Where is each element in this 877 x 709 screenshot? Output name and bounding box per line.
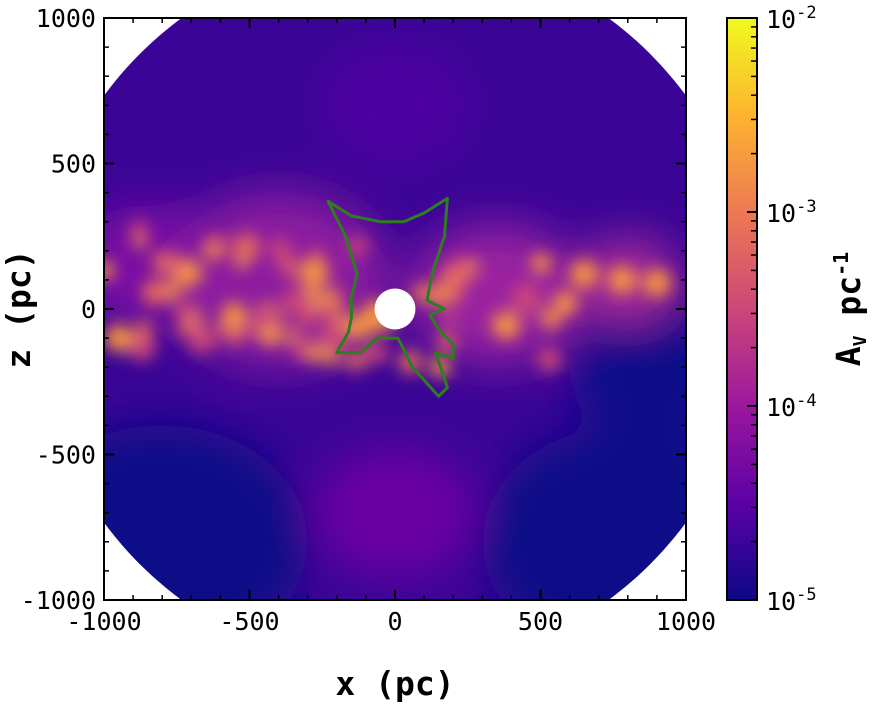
contour-line: [326, 196, 455, 398]
y-axis-label: z (pc): [0, 249, 38, 368]
dense-clump: [175, 300, 199, 323]
dense-clump: [289, 337, 311, 359]
dense-clump: [239, 320, 256, 337]
dense-clump: [428, 286, 448, 305]
dense-clump: [523, 296, 541, 314]
colorbar-tick-label: 10-2: [766, 3, 817, 34]
y-tick-label: 500: [51, 150, 96, 179]
x-tick-label: -500: [219, 607, 279, 636]
dense-clump: [467, 260, 480, 274]
dense-clump: [163, 283, 181, 301]
colorbar: [726, 17, 758, 601]
x-tick-label: 0: [387, 607, 402, 636]
x-tick-label: 1000: [656, 607, 716, 636]
y-tick-label: 0: [81, 295, 96, 324]
density-map: [104, 18, 686, 600]
dense-clump: [269, 238, 290, 259]
dense-clump: [133, 320, 154, 340]
dense-clump: [104, 324, 133, 353]
dense-clump: [442, 311, 457, 326]
dense-clump: [323, 349, 340, 366]
dense-clump: [232, 233, 260, 261]
colorbar-label: AV pc-1: [829, 252, 871, 366]
colorbar-tick-label: 10-4: [766, 391, 817, 422]
dense-clump: [129, 221, 149, 241]
emission-region: [319, 44, 471, 166]
dense-clump: [152, 251, 175, 274]
colorbar-tick-label: 10-3: [766, 197, 817, 228]
dense-clump: [299, 258, 329, 288]
dense-clump: [324, 301, 345, 322]
x-axis-label: x (pc): [335, 664, 454, 703]
dense-clump: [531, 253, 552, 274]
dense-clump: [541, 310, 561, 330]
dense-clump: [225, 306, 240, 322]
masked-center: [374, 288, 416, 330]
dense-clump: [176, 322, 189, 335]
dense-clump: [187, 323, 217, 353]
dense-clump: [141, 279, 168, 306]
dense-clump: [283, 287, 312, 316]
dense-clump: [365, 341, 389, 365]
x-tick-label: -1000: [66, 607, 141, 636]
dense-clump: [553, 291, 578, 316]
dense-clump: [176, 260, 203, 286]
dense-clump: [536, 347, 562, 372]
dense-clump: [324, 288, 341, 305]
x-tick-label: 500: [518, 607, 563, 636]
dense-clump: [318, 322, 348, 352]
dense-clump: [256, 306, 280, 330]
dense-clump: [286, 328, 299, 341]
colorbar-tick-label: 10-5: [766, 585, 817, 616]
dense-clump: [570, 260, 599, 289]
emission-region: [313, 447, 477, 578]
dense-clump: [439, 265, 468, 294]
y-tick-label: -500: [36, 441, 96, 470]
dense-clump: [345, 350, 366, 371]
emission-region: [569, 297, 686, 438]
y-tick-label: -1000: [21, 586, 96, 615]
dense-clump: [642, 268, 671, 297]
dense-clump: [128, 333, 156, 361]
dense-clump: [204, 247, 218, 261]
y-tick-label: 1000: [36, 4, 96, 33]
dense-clump: [492, 311, 521, 340]
dense-clump: [347, 236, 368, 257]
dense-clump: [607, 265, 636, 294]
